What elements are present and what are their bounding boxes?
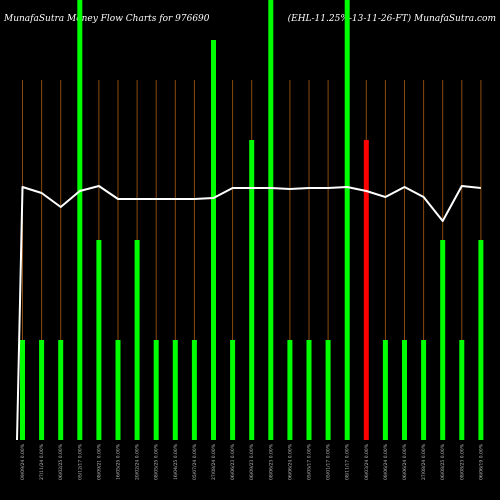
money-flow-line-group bbox=[16, 185, 482, 441]
x-tick-label: 06/06/19 0.00% bbox=[478, 443, 484, 480]
x-tick-label: 08/05/25 0.00% bbox=[154, 443, 160, 480]
volume-bars bbox=[20, 0, 484, 440]
x-tick-label: 06/06/24 0.00% bbox=[402, 443, 408, 480]
x-tick-label: 08/11/17 0.00% bbox=[345, 443, 351, 480]
volume-bar bbox=[478, 240, 484, 440]
volume-bar bbox=[459, 340, 465, 440]
x-tick-label: 08/06/24 0.00% bbox=[383, 443, 389, 480]
volume-bar bbox=[382, 340, 388, 440]
x-tick-label: 06/09/23 0.00% bbox=[249, 443, 255, 480]
volume-bar bbox=[402, 340, 407, 440]
x-tick-label: 06/06/23 0.00% bbox=[230, 443, 236, 480]
x-tick-label: 27/08/24 0.00% bbox=[211, 443, 217, 480]
x-tick-label: 27/11/24 0.00% bbox=[39, 443, 45, 480]
x-tick-label: 05/07/24 0.00% bbox=[192, 443, 198, 480]
x-tick-label: 05/12/17 0.00% bbox=[77, 443, 83, 480]
x-tick-label: 20/02/24 0.00% bbox=[135, 443, 141, 480]
x-tick-label: 05/01/17 0.00% bbox=[326, 443, 332, 480]
volume-bar bbox=[134, 240, 140, 440]
volume-bar bbox=[249, 140, 255, 440]
x-tick-labels: 09/09/24 0.00% 27/11/24 0.00% 06/02/25 0.0… bbox=[20, 443, 484, 480]
x-tick-label: 06/06/24 0.00% bbox=[287, 443, 293, 480]
volume-bar bbox=[363, 140, 369, 440]
x-tick-label: 16/04/25 0.00% bbox=[173, 443, 179, 480]
volume-bar bbox=[344, 0, 350, 440]
volume-bar bbox=[421, 340, 427, 440]
money-flow-line bbox=[16, 185, 482, 441]
volume-bar bbox=[96, 240, 102, 440]
chart-title-right: (EHL-11.25%-13-11-26-FT) MunafaSutra.com bbox=[288, 13, 496, 24]
volume-bar bbox=[211, 40, 216, 440]
x-tick-label: 08/08/23 0.00% bbox=[459, 443, 465, 480]
volume-bar bbox=[230, 340, 236, 440]
volume-bar bbox=[306, 340, 312, 440]
volume-bar bbox=[115, 340, 121, 440]
x-tick-label: 06/08/25 0.00% bbox=[440, 443, 446, 480]
x-tick-label: 08/09/21 0.00% bbox=[96, 443, 102, 480]
volume-bar bbox=[58, 340, 64, 440]
volume-bar bbox=[287, 340, 293, 440]
volume-bar bbox=[325, 340, 331, 440]
x-tick-label: 06/03/24 0.00% bbox=[364, 443, 370, 480]
volume-bar bbox=[39, 340, 45, 440]
x-tick-label: 06/02/25 0.00% bbox=[58, 443, 64, 480]
volume-bar bbox=[20, 340, 25, 440]
volume-bar bbox=[172, 340, 178, 440]
chart-title-left: MunafaSutra Money Flow Charts for 976690 bbox=[3, 14, 210, 24]
volume-bar bbox=[191, 340, 197, 440]
volume-bar bbox=[77, 0, 83, 440]
volume-bar bbox=[153, 340, 159, 440]
x-tick-label: 16/05/25 0.00% bbox=[116, 443, 122, 480]
x-tick-label: 08/06/23 0.00% bbox=[268, 443, 274, 480]
volume-bar bbox=[440, 240, 446, 440]
x-tick-label: 05/05/17 0.00% bbox=[307, 443, 313, 480]
volume-bar bbox=[268, 0, 274, 440]
x-tick-label: 09/09/24 0.00% bbox=[20, 443, 26, 480]
x-tick-label: 27/08/24 0.00% bbox=[421, 443, 427, 480]
